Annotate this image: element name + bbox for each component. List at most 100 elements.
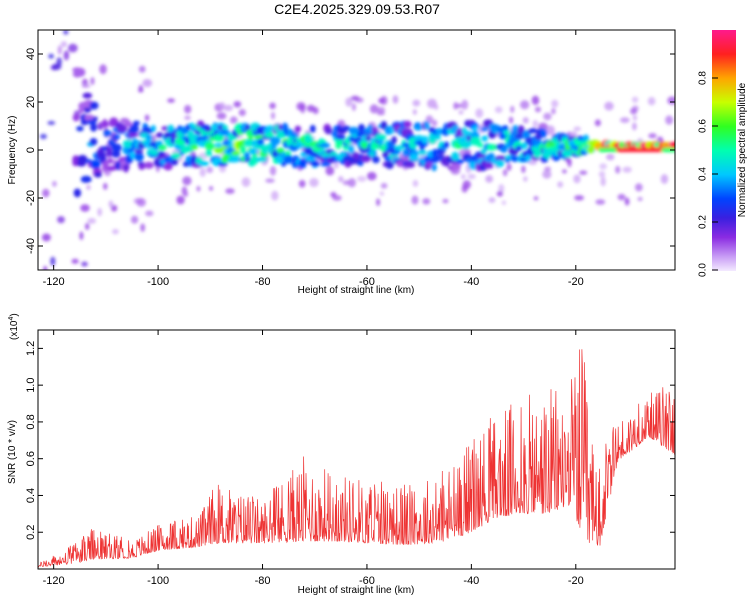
heatmap-cell xyxy=(304,135,314,144)
spectrogram-y-tick-label: 40 xyxy=(25,48,37,60)
heatmap-cell xyxy=(498,155,507,161)
heatmap-cell xyxy=(427,98,437,109)
heatmap-cell xyxy=(392,95,399,104)
heatmap-cell xyxy=(92,116,98,121)
heatmap-cell xyxy=(629,108,638,115)
heatmap-cell xyxy=(298,179,306,188)
heatmap-cell xyxy=(419,145,425,151)
heatmap-cell xyxy=(528,160,538,165)
heatmap-cell xyxy=(63,30,69,35)
heatmap-cell xyxy=(84,222,90,231)
heatmap-cell xyxy=(350,95,360,101)
spectrogram-y-tick-label: -40 xyxy=(25,238,37,254)
heatmap-cell xyxy=(182,176,192,186)
heatmap-cell xyxy=(345,97,353,107)
snr-y-tick-label: 0.2 xyxy=(25,525,37,540)
heatmap-cell xyxy=(501,200,507,205)
heatmap-cell xyxy=(456,103,463,108)
heatmap-cell xyxy=(77,154,88,164)
heatmap-cell xyxy=(333,162,339,169)
heatmap-cell xyxy=(99,150,106,160)
colorbar-tick-label: 0.0 xyxy=(698,263,709,277)
heatmap-cell xyxy=(76,67,86,77)
heatmap-cell xyxy=(286,129,293,138)
heatmap-cell xyxy=(524,154,532,162)
heatmap-cell xyxy=(102,160,109,169)
heatmap-cell xyxy=(451,151,460,161)
heatmap-cell xyxy=(310,160,320,167)
heatmap-cell xyxy=(225,188,235,194)
heatmap-cell xyxy=(375,133,387,142)
heatmap-cell xyxy=(412,179,419,187)
heatmap-cell xyxy=(414,125,423,131)
heatmap-cell xyxy=(534,106,542,113)
heatmap-cell xyxy=(502,169,508,177)
heatmap-cell xyxy=(533,196,539,201)
snr-x-label: Height of straight line (km) xyxy=(298,585,415,596)
heatmap-cell xyxy=(76,125,84,132)
heatmap-cell xyxy=(269,165,277,176)
heatmap-cell xyxy=(647,97,656,106)
heatmap-cell xyxy=(184,115,191,120)
heatmap-cell xyxy=(485,175,494,183)
colorbar-ticks: 0.0 0.2 0.4 0.6 0.8 xyxy=(698,71,718,277)
heatmap-cell xyxy=(531,95,540,106)
heatmap-cell xyxy=(63,50,70,61)
heatmap-cell xyxy=(79,231,84,241)
heatmap-cell xyxy=(257,138,265,146)
heatmap-cell xyxy=(270,111,276,120)
heatmap-cell xyxy=(309,124,316,133)
heatmap-cell xyxy=(217,162,228,167)
heatmap-cell xyxy=(546,125,555,136)
heatmap-cell xyxy=(404,155,410,162)
heatmap-cell xyxy=(67,43,78,53)
chart-title: C2E4.2025.329.09.53.R07 xyxy=(274,1,440,17)
snr-multiplier-exponent: 4 xyxy=(8,317,15,321)
colorbar: 0.0 0.2 0.4 0.6 0.8 Normalized spectral ampl… xyxy=(698,30,748,277)
heatmap-cell xyxy=(130,215,139,224)
heatmap-cell xyxy=(665,115,674,125)
heatmap-cell xyxy=(102,182,108,190)
heatmap-cell xyxy=(425,161,433,169)
heatmap-cell xyxy=(90,123,98,132)
heatmap-cell xyxy=(60,41,68,48)
heatmap-cell xyxy=(57,216,65,224)
heatmap-cell xyxy=(412,99,421,107)
heatmap-cell xyxy=(521,165,526,174)
heatmap-cell xyxy=(371,126,379,133)
heatmap-cell xyxy=(595,199,606,205)
snr-x-tick-label: -80 xyxy=(255,575,271,587)
heatmap-cell xyxy=(506,163,512,171)
heatmap-cell xyxy=(122,164,130,170)
snr-series-line xyxy=(38,349,675,568)
heatmap-cell xyxy=(190,144,199,150)
heatmap-cell xyxy=(80,175,92,183)
heatmap-cell xyxy=(411,195,419,205)
heatmap-cell xyxy=(250,155,259,165)
heatmap-cell xyxy=(99,64,107,75)
snr-x-tick-label: -20 xyxy=(568,575,584,587)
heatmap-cell xyxy=(107,157,114,164)
heatmap-cell xyxy=(163,162,173,171)
heatmap-cell xyxy=(248,148,258,155)
heatmap-cell xyxy=(551,107,556,115)
heatmap-cell xyxy=(435,128,443,136)
heatmap-cell xyxy=(335,134,346,141)
heatmap-cell xyxy=(377,138,384,146)
heatmap-cell xyxy=(495,159,505,168)
heatmap-cell xyxy=(47,120,56,125)
snr-y-label: SNR (10 * v/v) xyxy=(7,420,18,484)
heatmap-cell xyxy=(403,120,412,128)
heatmap-cell xyxy=(617,193,626,201)
heatmap-cell xyxy=(276,147,285,154)
heatmap-cell xyxy=(80,119,89,126)
heatmap-cell xyxy=(240,145,246,155)
heatmap-cell xyxy=(619,117,630,124)
heatmap-cell xyxy=(199,167,206,178)
heatmap-cell xyxy=(283,154,293,165)
heatmap-cell xyxy=(57,45,62,55)
heatmap-cell xyxy=(241,177,251,187)
heatmap-cell xyxy=(90,159,101,169)
heatmap-cell xyxy=(122,139,134,148)
heatmap-cell xyxy=(458,110,464,115)
